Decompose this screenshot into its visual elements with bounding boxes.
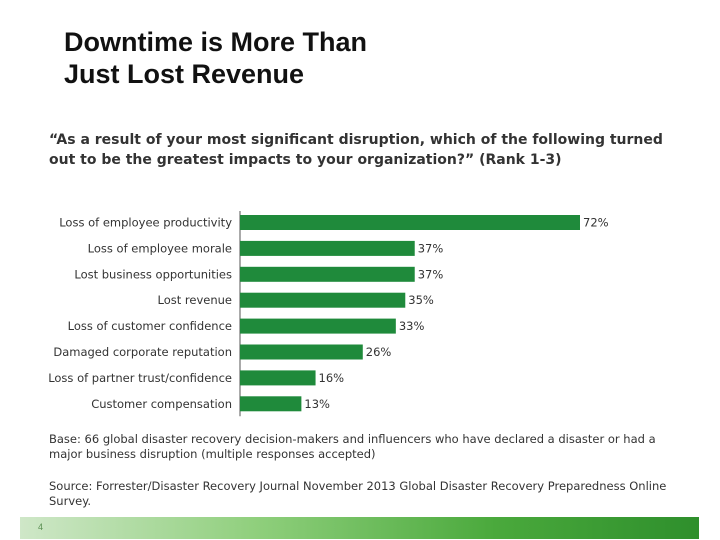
category-label: Damaged corporate reputation — [53, 345, 232, 359]
category-label: Lost revenue — [158, 293, 232, 307]
slide-title: Downtime is More Than Just Lost Revenue — [64, 26, 367, 90]
bar — [240, 292, 406, 308]
bars-group: Loss of employee productivity 72% Loss of … — [48, 215, 609, 412]
category-label: Loss of partner trust/confidence — [48, 371, 232, 385]
bar — [240, 266, 415, 282]
bar — [240, 240, 415, 256]
bar — [240, 396, 302, 412]
category-label: Customer compensation — [91, 397, 232, 411]
category-label: Loss of employee productivity — [59, 216, 232, 230]
base-note: Base: 66 global disaster recovery decisi… — [49, 432, 656, 461]
bar — [240, 370, 316, 386]
survey-question: “As a result of your most significant di… — [49, 132, 663, 168]
value-label: 26% — [366, 345, 392, 359]
bar — [240, 215, 580, 230]
title-line-2: Just Lost Revenue — [64, 59, 305, 89]
value-label: 37% — [418, 267, 444, 281]
page-number: 4 — [38, 522, 44, 532]
source-note: Source: Forrester/Disaster Recovery Jour… — [49, 479, 667, 508]
title-line-1: Downtime is More Than — [64, 27, 368, 57]
value-label: 37% — [418, 241, 444, 255]
category-label: Lost business opportunities — [74, 267, 232, 281]
category-label: Loss of employee morale — [88, 241, 232, 255]
footer-bar — [20, 517, 699, 539]
value-label: 13% — [304, 397, 330, 411]
value-label: 16% — [319, 371, 345, 385]
value-label: 35% — [408, 293, 434, 307]
value-label: 33% — [399, 319, 425, 333]
value-label: 72% — [583, 216, 609, 230]
category-label: Loss of customer confidence — [68, 319, 232, 333]
bar — [240, 344, 363, 360]
bar — [240, 318, 396, 334]
